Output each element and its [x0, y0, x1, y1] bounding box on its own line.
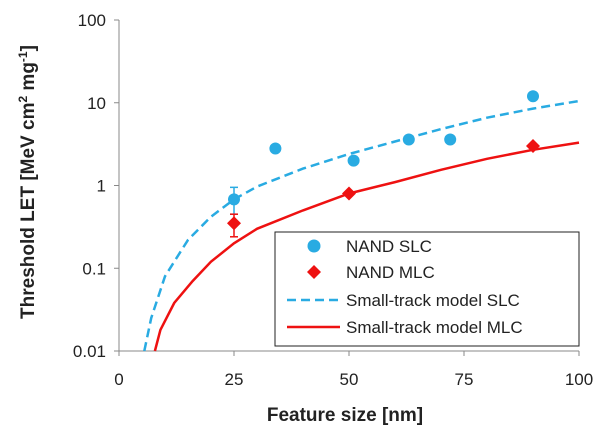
data-point-nand-mlc: [227, 216, 241, 231]
y-axis-label-end: ]: [18, 45, 39, 51]
legend-entry-nand-slc: NAND SLC: [307, 237, 432, 256]
legend-entry-nand-mlc: NAND MLC: [307, 263, 435, 282]
data-point-nand-slc: [269, 142, 282, 155]
data-point-nand-slc: [527, 90, 539, 103]
legend-marker-diamond: [307, 265, 321, 279]
y-axis-label-main: Threshold LET [MeV cm: [18, 103, 39, 319]
data-point-nand-slc: [228, 193, 240, 206]
y-tick-label: 1: [97, 177, 106, 196]
y-tick-label: 10: [87, 94, 106, 113]
data-point-nand-mlc: [342, 186, 356, 201]
y-tick-label: 100: [78, 11, 106, 30]
data-point-nand-slc: [347, 154, 360, 167]
y-axis-label-superscript-2: -1: [16, 51, 30, 62]
x-tick-label: 0: [114, 370, 123, 389]
legend-label-mlc-model: Small-track model MLC: [346, 318, 523, 337]
legend: NAND SLC NAND MLC Small-track model SLC …: [274, 231, 580, 347]
legend-label-nand-slc: NAND SLC: [346, 237, 432, 256]
legend-entry-mlc-model: Small-track model MLC: [287, 318, 523, 337]
x-axis-ticks: 0 25 50 75 100: [114, 351, 593, 389]
y-axis-label: Threshold LET [MeV cm2 mg-1]: [16, 45, 39, 319]
plot-area: 0 25 50 75 100 0.01 0.1 1 10 100: [73, 11, 593, 389]
legend-label-slc-model: Small-track model SLC: [346, 291, 520, 310]
data-point-nand-mlc: [526, 139, 540, 154]
y-tick-label: 0.01: [73, 342, 106, 361]
x-tick-label: 75: [455, 370, 474, 389]
y-axis-label-superscript-1: 2: [16, 96, 30, 103]
y-tick-label: 0.1: [82, 259, 106, 278]
legend-marker-circle: [307, 239, 321, 253]
x-axis-label: Feature size [nm]: [267, 405, 423, 426]
model-lines-layer: [143, 99, 580, 352]
y-axis-ticks: 0.01 0.1 1 10 100: [73, 11, 119, 361]
legend-label-nand-mlc: NAND MLC: [346, 263, 435, 282]
x-tick-label: 25: [225, 370, 244, 389]
data-point-nand-slc: [444, 133, 457, 146]
model-line-slc: [143, 99, 580, 352]
data-point-nand-slc: [402, 133, 415, 146]
legend-entry-slc-model: Small-track model SLC: [287, 291, 520, 310]
model-line-mlc: [153, 141, 580, 352]
x-tick-label: 100: [565, 370, 593, 389]
data-points-layer: [227, 90, 540, 238]
x-tick-label: 50: [340, 370, 359, 389]
y-axis-label-mid: mg: [18, 62, 39, 96]
